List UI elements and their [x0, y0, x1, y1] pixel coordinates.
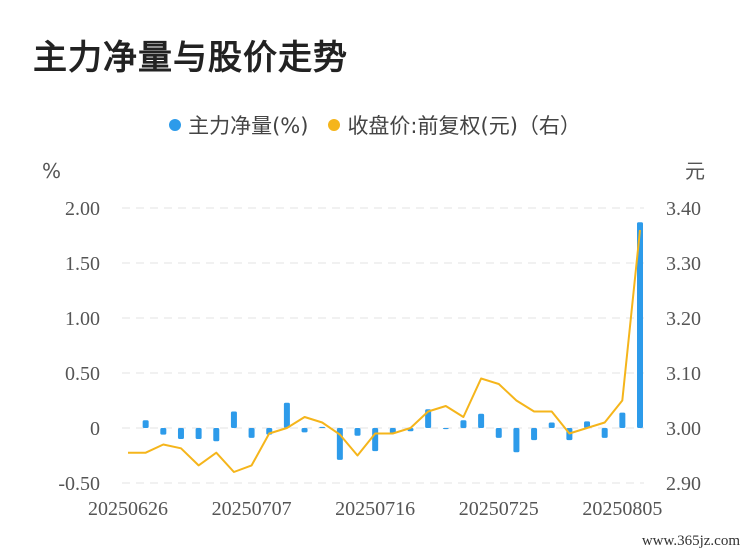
y-right-tick-label: 2.90	[666, 473, 701, 495]
bar	[301, 428, 308, 433]
bar	[177, 428, 184, 439]
bar	[601, 428, 608, 438]
y-left-tick-label: 1.00	[65, 308, 100, 330]
bar	[283, 402, 290, 428]
bar	[513, 428, 520, 453]
bar	[619, 412, 626, 428]
y-right-tick-label: 3.00	[666, 418, 701, 440]
bar	[372, 428, 379, 452]
x-tick-label: 20250725	[459, 498, 539, 520]
bar	[637, 222, 643, 428]
watermark: www.365jz.com	[641, 533, 740, 549]
bar	[195, 428, 202, 439]
y-left-tick-label: 2.00	[65, 198, 100, 220]
close-price-line	[128, 229, 641, 473]
legend-label-net-volume: 主力净量(%)	[188, 114, 309, 138]
bar	[213, 428, 220, 442]
bar-series-dot-icon	[169, 119, 182, 131]
legend-item-close-price[interactable]: 收盘价:前复权(元)（右）	[328, 110, 581, 140]
x-tick-label: 20250707	[212, 498, 292, 520]
legend: 主力净量(%) 收盘价:前复权(元)（右）	[0, 110, 750, 140]
bar	[584, 421, 591, 428]
y-left-tick-label: 0	[90, 418, 100, 440]
bar	[160, 428, 167, 435]
line-series-dot-icon	[328, 119, 341, 131]
y-right-tick-label: 3.10	[666, 363, 701, 385]
bar	[442, 428, 449, 430]
y-left-tick-label: -0.50	[58, 473, 100, 495]
chart-title: 主力净量与股价走势	[33, 38, 348, 78]
legend-item-net-volume[interactable]: 主力净量(%)	[169, 110, 308, 140]
y-right-unit-label: 元	[685, 159, 705, 183]
bar	[460, 420, 467, 428]
bar	[142, 420, 149, 428]
y-right-tick-label: 3.30	[666, 253, 701, 275]
x-tick-label: 20250626	[88, 498, 168, 520]
bar	[548, 422, 555, 428]
y-left-tick-label: 1.50	[65, 253, 100, 275]
y-left-tick-label: 0.50	[65, 363, 100, 385]
bar	[319, 426, 326, 428]
legend-label-close-price: 收盘价:前复权(元)（右）	[347, 114, 581, 138]
y-right-tick-label: 3.20	[666, 308, 701, 330]
x-tick-label: 20250716	[335, 498, 415, 520]
bar	[354, 428, 361, 436]
bar	[531, 428, 538, 441]
x-tick-label: 20250805	[582, 498, 662, 520]
bar	[495, 428, 502, 438]
bar	[248, 428, 255, 438]
y-right-tick-label: 3.40	[666, 198, 701, 220]
bar	[478, 413, 485, 428]
bar	[230, 411, 237, 428]
y-left-unit-label: %	[42, 159, 61, 183]
